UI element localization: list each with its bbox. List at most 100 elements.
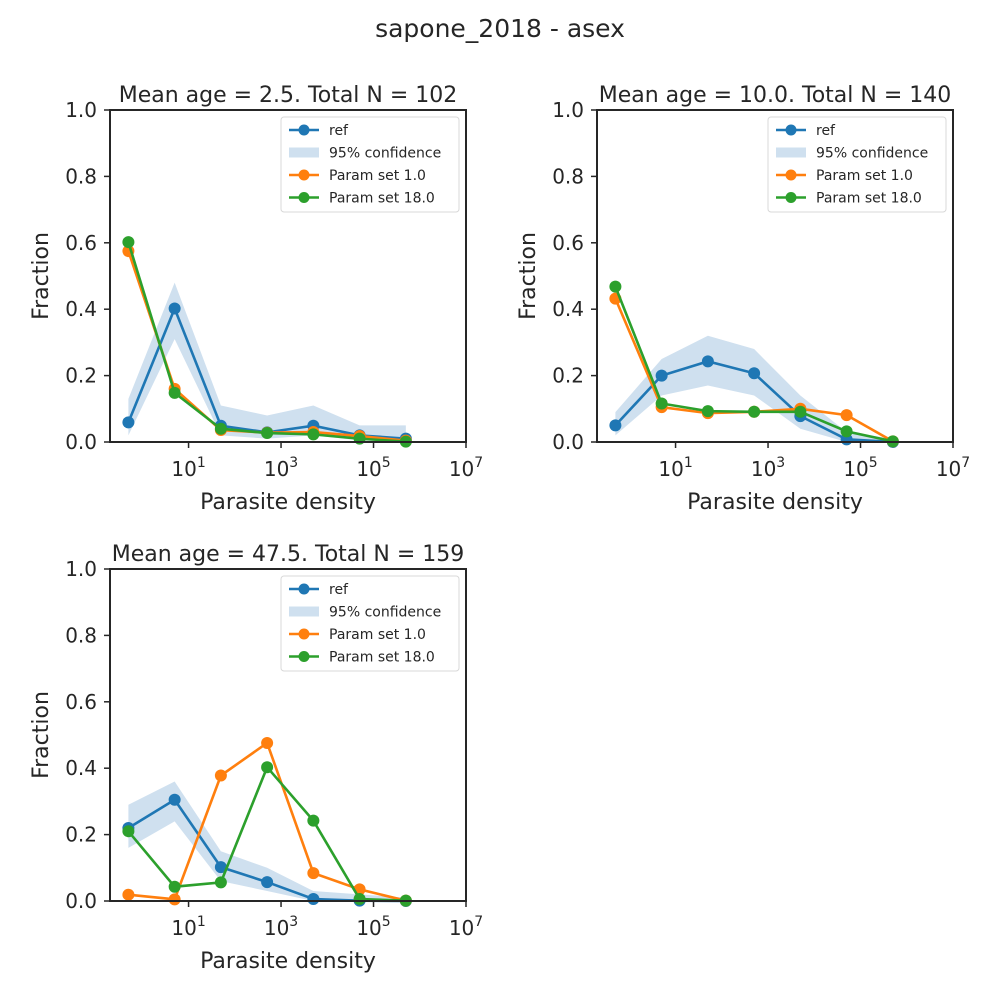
data-point (655, 397, 668, 410)
series-param-set-18-0 (122, 236, 412, 448)
legend-marker (298, 628, 310, 640)
data-point (122, 888, 135, 901)
data-point (261, 736, 274, 749)
x-tick-label: 105 (843, 455, 877, 481)
y-tick-label: 0.8 (552, 164, 584, 188)
data-point (353, 893, 366, 906)
y-tick-label: 0.2 (65, 823, 97, 847)
data-point (122, 416, 135, 429)
data-point (122, 825, 135, 838)
x-tick-label: 107 (936, 455, 970, 481)
y-axis-label: Fraction (29, 691, 54, 779)
y-tick-label: 0.6 (65, 690, 97, 714)
y-tick-label: 0.0 (65, 889, 97, 913)
data-point (261, 876, 274, 889)
legend-label: Param set 1.0 (816, 168, 913, 184)
data-point (168, 386, 181, 399)
data-point (609, 280, 622, 293)
data-point (307, 428, 320, 441)
y-tick-label: 0.0 (552, 430, 584, 454)
y-tick-label: 0.2 (552, 364, 584, 388)
y-tick-label: 0.6 (552, 231, 584, 255)
confidence-band (615, 335, 893, 442)
x-tick-label: 101 (658, 455, 692, 481)
legend-label: Param set 1.0 (329, 168, 426, 184)
x-axis-label: Parasite density (200, 490, 376, 515)
data-point (214, 769, 227, 782)
y-tick-label: 1.0 (552, 98, 584, 122)
legend-marker (298, 651, 310, 662)
data-point (748, 405, 761, 418)
subplot-title: Mean age = 47.5. Total N = 159 (112, 542, 465, 567)
figure-title: sapone_2018 - asex (375, 14, 625, 43)
data-point (168, 302, 181, 315)
data-point (261, 761, 274, 774)
series-param-set-18-0 (122, 761, 412, 907)
subplot-title: Mean age = 10.0. Total N = 140 (599, 83, 952, 108)
legend-marker (298, 169, 310, 181)
data-point (840, 409, 853, 422)
legend-label: 95% confidence (329, 605, 441, 621)
y-tick-label: 0.4 (65, 297, 97, 321)
x-tick-label: 101 (171, 455, 205, 481)
y-tick-label: 0.4 (65, 756, 97, 780)
axes-frame (596, 109, 954, 443)
y-tick-label: 0.0 (65, 430, 97, 454)
subplot-3: 0.0 0.2 0.4 0.6 0.8 1.0 101 103 105 107 Mean age =… (29, 542, 483, 974)
legend-label: Param set 18.0 (329, 191, 435, 207)
legend-marker (298, 124, 310, 136)
data-point (307, 814, 320, 827)
legend-marker (785, 169, 797, 181)
data-point (701, 405, 714, 418)
y-tick-label: 0.8 (65, 164, 97, 188)
data-point (214, 422, 227, 435)
confidence-band (128, 282, 406, 442)
legend: ref 95% confidence Param set 1.0 Param set … (280, 116, 460, 213)
x-tick-label: 105 (356, 455, 390, 481)
y-tick-label: 0.8 (65, 623, 97, 647)
legend-label: ref (329, 123, 349, 139)
legend-swatch (289, 606, 319, 617)
legend-swatch (289, 147, 319, 158)
series-param-set-18-0 (609, 280, 899, 448)
data-point (214, 861, 227, 874)
x-tick-label: 105 (356, 914, 390, 940)
x-tick-label: 103 (264, 914, 298, 940)
y-axis-label: Fraction (29, 232, 54, 320)
data-point (609, 419, 622, 432)
legend-marker (298, 583, 310, 595)
y-tick-label: 0.4 (552, 297, 584, 321)
data-point (794, 405, 807, 418)
legend-label: Param set 18.0 (329, 650, 435, 666)
x-tick-label: 107 (449, 455, 483, 481)
legend-label: 95% confidence (816, 146, 928, 162)
x-tick-label: 101 (171, 914, 205, 940)
x-axis-label: Parasite density (687, 490, 863, 515)
data-point (307, 893, 320, 906)
axes-frame (109, 568, 467, 902)
data-point (748, 367, 761, 380)
legend-label: ref (816, 123, 836, 139)
legend-marker (298, 192, 310, 203)
y-tick-label: 1.0 (65, 98, 97, 122)
legend-label: Param set 1.0 (329, 627, 426, 643)
legend-frame (280, 575, 460, 672)
axes-frame (109, 109, 467, 443)
y-axis-label: Fraction (516, 232, 541, 320)
subplot-1: 0.0 0.2 0.4 0.6 0.8 1.0 101 103 105 107 Mean age =… (29, 83, 483, 515)
legend-swatch (776, 147, 806, 158)
data-point (701, 355, 714, 368)
y-tick-label: 0.6 (65, 231, 97, 255)
x-tick-label: 103 (264, 455, 298, 481)
legend-frame (280, 116, 460, 213)
data-point (655, 369, 668, 382)
legend-label: 95% confidence (329, 146, 441, 162)
x-axis-label: Parasite density (200, 949, 376, 974)
subplot-2: 0.0 0.2 0.4 0.6 0.8 1.0 101 103 105 107 Mean age =… (516, 83, 970, 515)
data-point (261, 427, 274, 440)
data-point (168, 880, 181, 893)
y-tick-label: 1.0 (65, 557, 97, 581)
data-point (307, 867, 320, 880)
data-point (168, 893, 181, 906)
